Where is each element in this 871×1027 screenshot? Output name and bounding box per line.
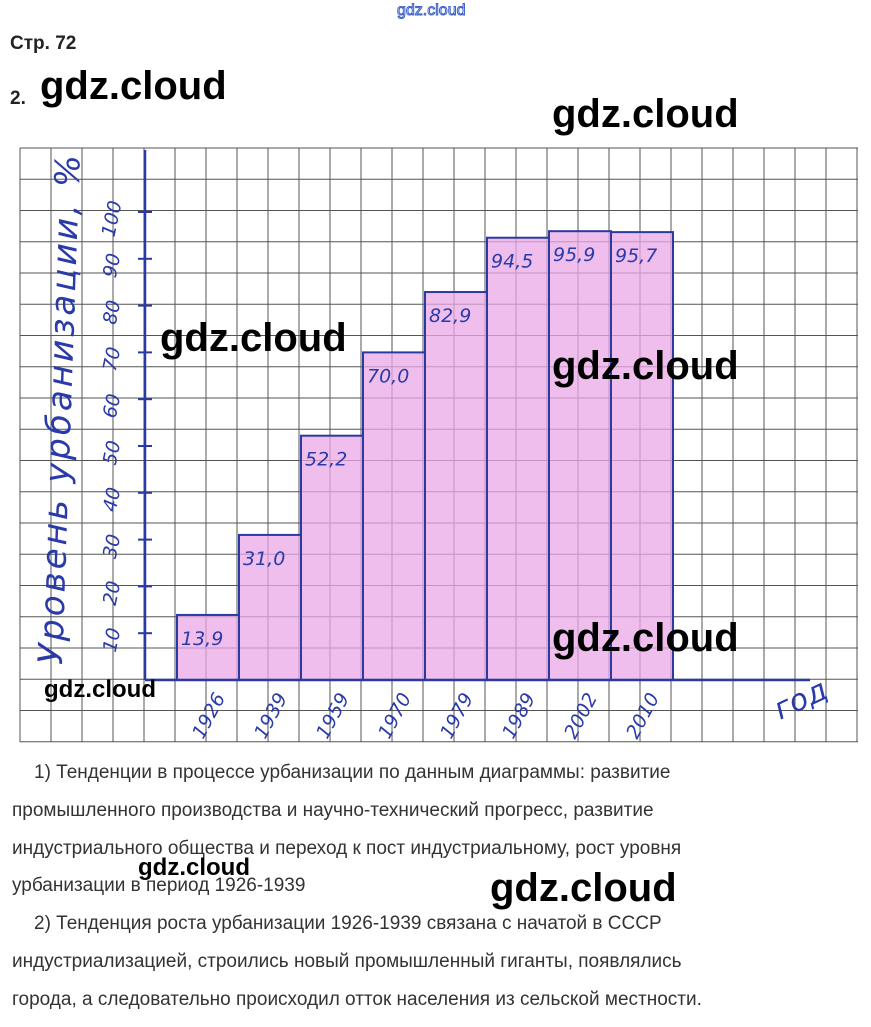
watermark: gdz.cloud — [490, 866, 677, 910]
task-number: 2. — [10, 88, 26, 109]
y-tick-label: 20 — [99, 579, 126, 607]
chart: 13,9 1926 31,0 1939 52,2 1959 70,0 1970 82,9 1979… — [19, 147, 858, 742]
value-label: 95,9 — [553, 244, 595, 266]
watermark: gdz.cloud — [552, 616, 739, 660]
bar — [548, 230, 612, 682]
y-tick-label: 30 — [99, 532, 126, 560]
x-tick-label: 1979 — [436, 689, 478, 742]
value-label: 94,5 — [491, 251, 533, 273]
x-tick-label: 2010 — [622, 689, 664, 742]
y-tick-label: 100 — [98, 199, 127, 239]
text-line: 2) Тенденция роста урбанизации 1926-1939… — [34, 913, 662, 935]
x-tick-label: 1939 — [250, 689, 292, 742]
value-label: 52,2 — [305, 449, 347, 471]
value-label: 31,0 — [243, 548, 285, 570]
text-line: 1) Тенденции в процессе урбанизации по д… — [34, 762, 671, 783]
y-tick-label: 70 — [99, 345, 126, 373]
page-number: Стр. 72 — [10, 33, 77, 54]
bar — [238, 533, 302, 681]
bar — [610, 231, 674, 681]
y-axis-label: Уровень урбанизации, % — [31, 154, 89, 665]
x-tick-label: 2002 — [560, 689, 602, 742]
bar — [362, 351, 426, 681]
bar — [424, 291, 488, 681]
text-line: индустриального общества и переход к пос… — [12, 837, 682, 859]
bar — [300, 434, 364, 682]
y-tick-label: 90 — [99, 251, 126, 279]
x-tick-label: 1989 — [498, 689, 540, 742]
x-tick-label: 1926 — [188, 689, 230, 742]
watermark: gdz.cloud — [138, 854, 250, 881]
y-tick-label: 10 — [99, 626, 126, 654]
text-line: промышленного производства и научно-техн… — [12, 799, 654, 821]
y-tick-label: 80 — [99, 298, 126, 326]
y-tick-label: 40 — [99, 485, 126, 513]
value-label: 95,7 — [615, 245, 657, 267]
watermark: gdz.cloud — [397, 2, 466, 20]
y-tick-label: 50 — [99, 439, 126, 467]
watermark: gdz.cloud — [552, 344, 739, 388]
value-label: 82,9 — [429, 305, 471, 327]
y-tick-label: 60 — [99, 392, 126, 420]
bar — [486, 236, 550, 682]
watermark: gdz.cloud — [552, 92, 739, 136]
value-label: 13,9 — [181, 628, 223, 650]
x-tick-label: 1959 — [312, 689, 354, 742]
value-label: 70,0 — [367, 365, 409, 387]
x-tick-label: 1970 — [374, 689, 416, 742]
watermark: gdz.cloud — [160, 316, 347, 360]
text-line: города, а следовательно происходил отток… — [12, 988, 702, 1010]
text-line: индустриализацией, строились новый промы… — [12, 951, 682, 972]
text-line: урбанизации в период 1926-1939 — [12, 875, 306, 897]
watermark: gdz.cloud — [40, 64, 227, 108]
watermark: gdz.cloud — [44, 676, 156, 703]
